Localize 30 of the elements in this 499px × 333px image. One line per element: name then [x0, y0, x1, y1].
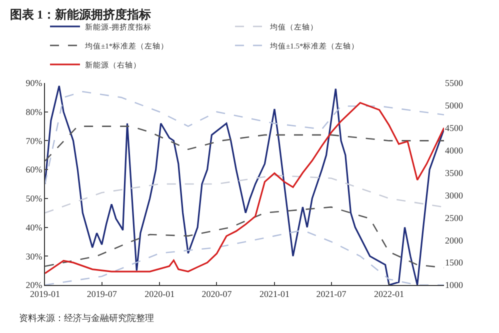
y2-tick-label: 2000 — [445, 235, 464, 246]
y2-tick-label: 3000 — [445, 190, 464, 200]
x-tick-label: 2019-07 — [86, 288, 118, 299]
y2-tick-label: 3500 — [445, 168, 464, 178]
text: 资料来源：经济与金融研究院整理 — [19, 313, 154, 323]
x-tick-label: 2021-07 — [316, 288, 347, 299]
y2-tick-label: 5000 — [445, 100, 464, 111]
y2-tick-label: 1000 — [445, 280, 464, 290]
y-tick-label: 40% — [26, 222, 43, 232]
line-series — [45, 126, 444, 162]
x-tick-label: 2021-01 — [259, 288, 290, 299]
y-tick-label: 80% — [26, 107, 43, 118]
line-series — [45, 91, 444, 185]
y-tick-label: 50% — [26, 194, 43, 204]
y-tick-label: 60% — [26, 164, 43, 175]
x-tick-label: 2020-01 — [144, 288, 175, 299]
y-tick-label: 20% — [26, 280, 43, 290]
chart-title: 图表 1：新能源拥挤度指标 — [10, 7, 151, 22]
y-tick-label: 30% — [26, 251, 43, 262]
y2-tick-label: 4000 — [445, 145, 464, 156]
y2-tick-label: 1500 — [445, 258, 464, 268]
y2-tick-label: 5500 — [445, 78, 464, 88]
x-tick-label: 2020-07 — [202, 288, 232, 299]
y-tick-label: 70% — [26, 136, 43, 146]
x-tick-label: 2019-01 — [30, 288, 60, 299]
y2-tick-label: 2500 — [445, 212, 464, 223]
y2-tick-label: 4500 — [445, 123, 464, 134]
y-tick-label: 90% — [26, 78, 43, 88]
x-tick-label: 2022-01 — [374, 288, 404, 299]
line-series — [45, 174, 444, 214]
